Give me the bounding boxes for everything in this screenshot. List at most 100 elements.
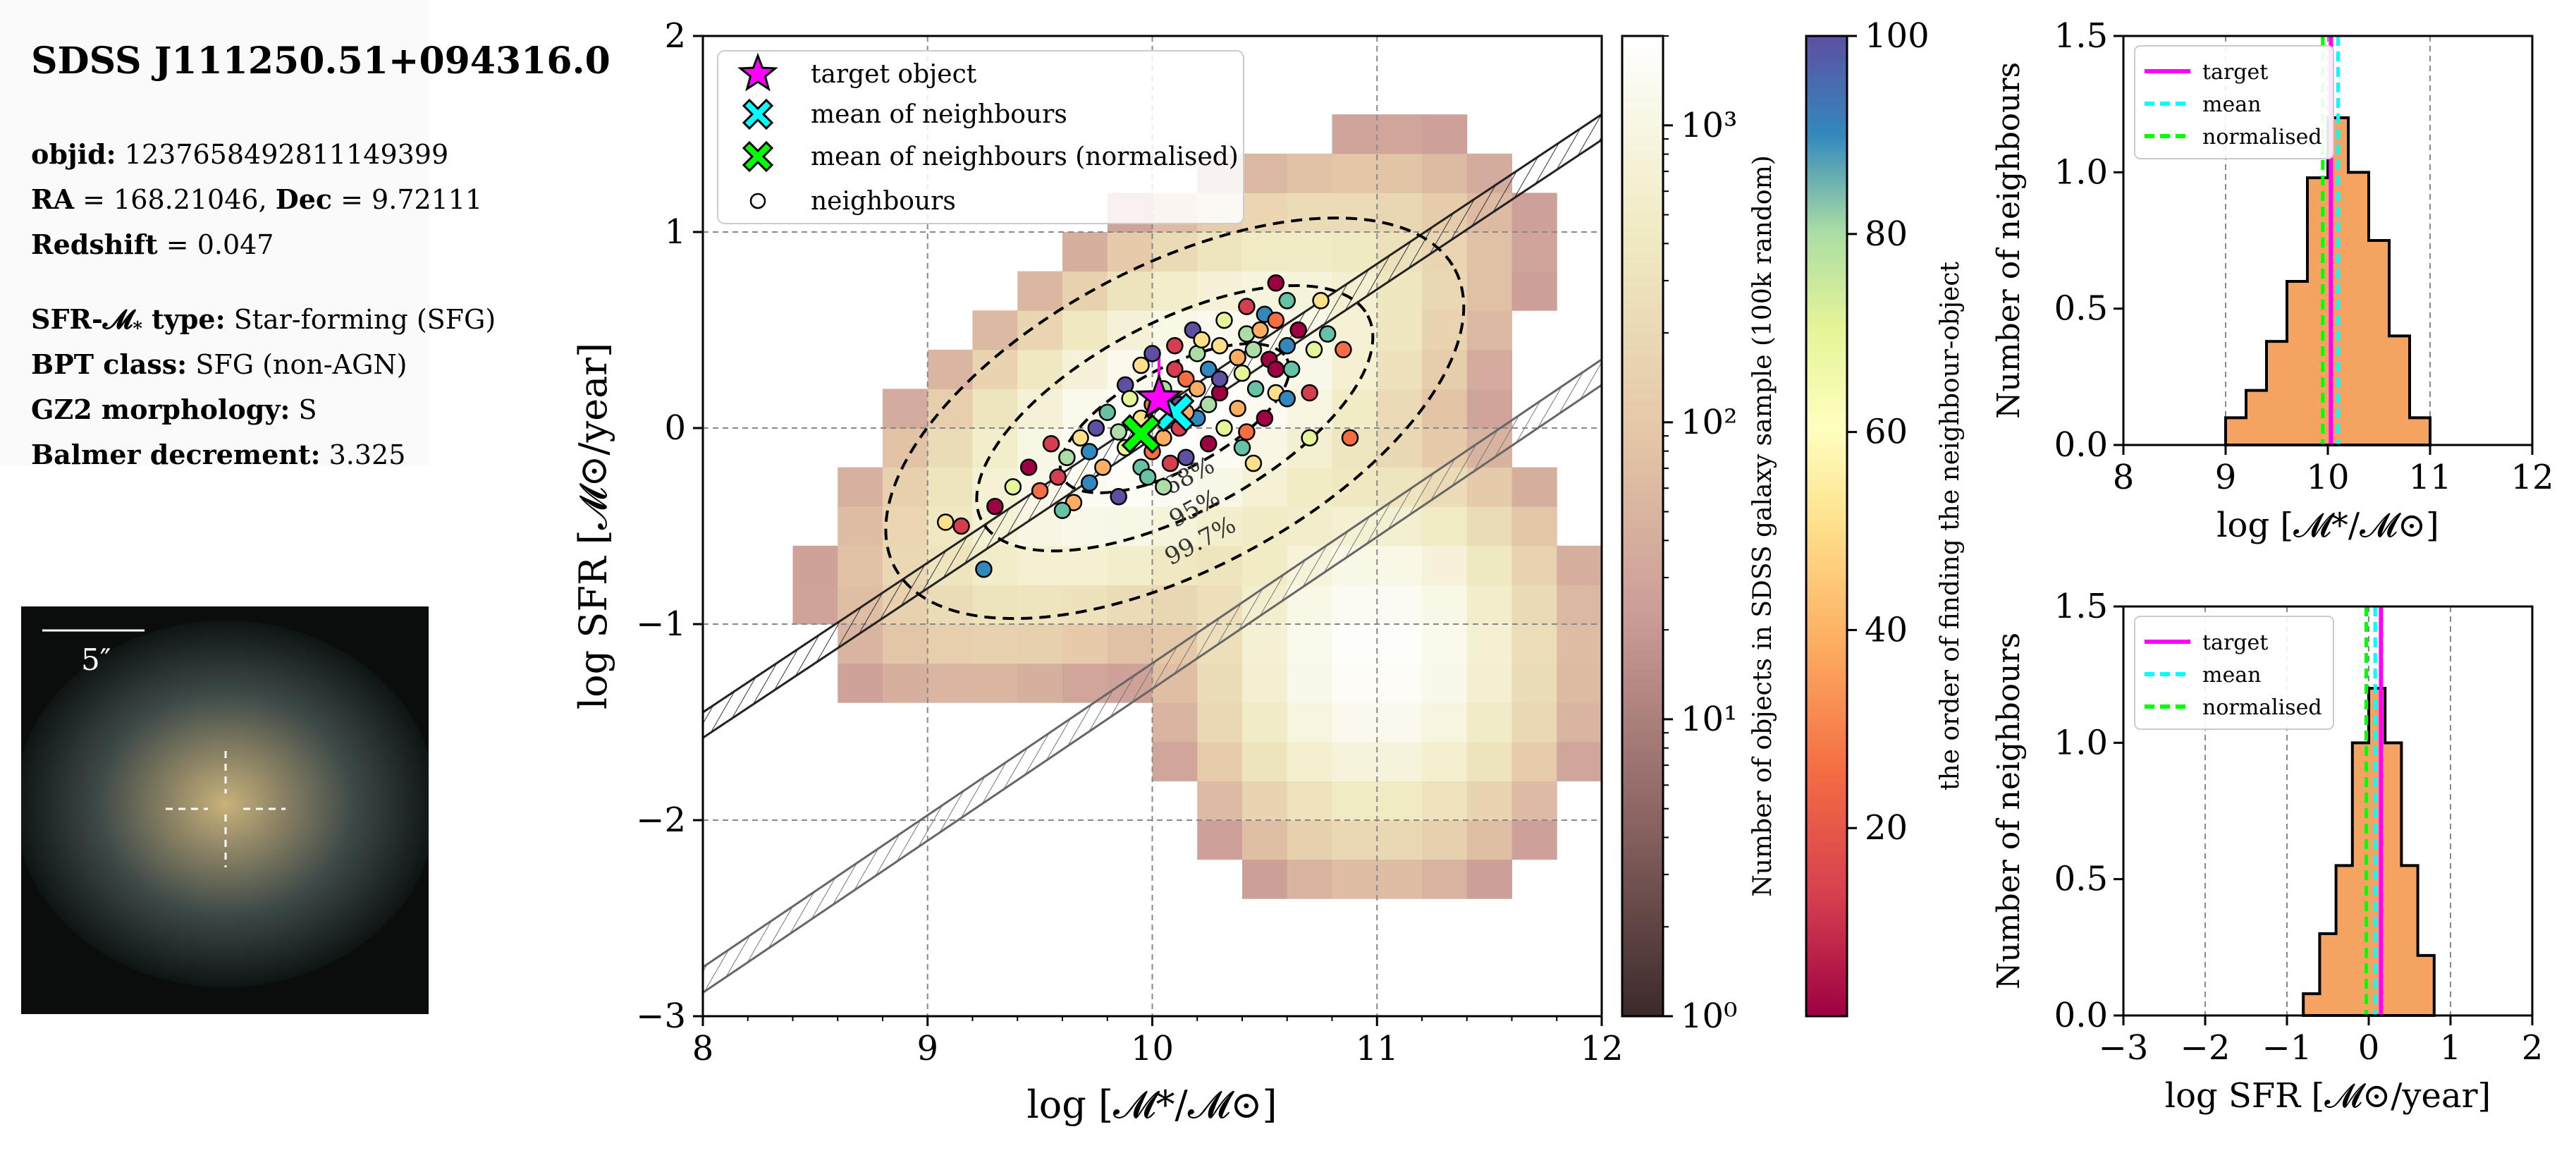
neighbour-point — [1233, 364, 1251, 382]
hist-legend-entry: target — [2202, 630, 2268, 655]
legend-neighbours-icon — [749, 193, 766, 209]
confidence-ellipse — [884, 216, 1466, 621]
neighbour-point — [1139, 468, 1157, 486]
coords-line: RA = 168.21046, Dec = 9.72111 — [31, 183, 483, 215]
neighbour-point — [1199, 360, 1218, 378]
neighbour-point — [1031, 482, 1049, 500]
main-ytick-label: −2 — [636, 800, 686, 840]
sfr-type-line: SFR-𝓜* type: Star-forming (SFG) — [31, 303, 496, 340]
order-cb-tick-label: 100 — [1865, 16, 1930, 56]
neighbour-point — [1053, 501, 1072, 520]
legend-mean-icon — [742, 98, 774, 130]
neighbour-point — [1278, 390, 1296, 408]
gz2-line: GZ2 morphology: S — [31, 394, 317, 425]
main-ytick-label: −1 — [636, 604, 686, 644]
neighbour-point — [1335, 341, 1352, 359]
confidence-ellipses — [884, 216, 1466, 621]
neighbour-point — [1215, 311, 1233, 329]
legend-entry: neighbours — [811, 187, 956, 216]
neighbour-point — [1049, 468, 1067, 486]
hist-legend-entry: mean — [2202, 92, 2261, 117]
neighbour-point — [1110, 423, 1127, 441]
density-colorbar-label: Number of objects in SDSS galaxy sample … — [1748, 155, 1777, 897]
hist-xlabel: log [𝓜*/𝓜⊙] — [2216, 506, 2439, 545]
neighbour-points — [937, 274, 1359, 578]
legend-entry: mean of neighbours — [811, 100, 1067, 129]
main-xtick-label: 8 — [692, 1029, 714, 1068]
hist-xtick-label: 11 — [2408, 458, 2451, 497]
neighbour-point — [1229, 348, 1246, 367]
neighbour-point — [1132, 356, 1150, 374]
neighbour-point — [1199, 434, 1218, 453]
main-xtick-label: 11 — [1356, 1029, 1399, 1068]
hist-legend-entry: target — [2202, 60, 2268, 85]
legend-entry: target object — [811, 60, 977, 89]
neighbour-point — [1210, 336, 1229, 355]
main-legend: target object mean of neighbours mean of n… — [717, 50, 1244, 224]
scale-bar-label: 5″ — [81, 642, 111, 677]
neighbour-point — [1278, 336, 1296, 355]
neighbour-point — [1301, 384, 1318, 402]
histogram-bars — [2302, 687, 2436, 1017]
neighbour-point — [1166, 336, 1184, 355]
galaxy-image — [21, 621, 429, 987]
neighbour-point — [1004, 478, 1022, 496]
neighbour-point — [1155, 478, 1172, 496]
order-colorbar: 20 40 60 80 100 the order of finding the nei… — [1805, 16, 1965, 1018]
confidence-ellipse — [1058, 342, 1291, 494]
order-cb-tick-label: 60 — [1865, 413, 1908, 452]
neighbour-point — [1081, 474, 1098, 492]
hist-xtick-label: 8 — [2113, 458, 2135, 497]
order-cb-tick-label: 40 — [1865, 610, 1908, 649]
object-title: SDSS J111250.51+094316.0 — [31, 39, 611, 83]
hist-xtick-label: 2 — [2522, 1028, 2544, 1068]
neighbour-point — [1087, 419, 1105, 437]
hist-ytick-label: 1.0 — [2054, 152, 2108, 192]
main-ytick-label: 0 — [664, 408, 686, 448]
order-cb-tick-label: 20 — [1865, 808, 1908, 848]
neighbour-point — [1072, 429, 1089, 447]
hist-ylabel: Number of neighbours — [1991, 633, 2027, 989]
neighbour-point — [1341, 429, 1359, 447]
hist-xtick-label: 0 — [2358, 1028, 2380, 1068]
histogram-bars — [2224, 116, 2431, 446]
neighbour-point — [937, 513, 955, 531]
neighbour-point — [1229, 399, 1246, 417]
neighbour-point — [1318, 325, 1337, 343]
hist-xtick-label: 10 — [2306, 458, 2349, 497]
hist-legend-box — [2134, 616, 2334, 730]
neighbour-point — [1238, 423, 1256, 441]
neighbour-point — [1215, 419, 1233, 437]
neighbour-point — [1244, 341, 1263, 359]
hist-xtick-label: 12 — [2510, 458, 2553, 497]
density-cb-tick-label: 10¹ — [1681, 700, 1737, 739]
hist-legend-entry: normalised — [2202, 695, 2322, 720]
neighbour-point — [1210, 370, 1229, 388]
density-colorbar: 10⁰ 10¹ 10² 10³ Number of objects in SDSS g… — [1621, 35, 1777, 1036]
hist-ytick-label: 1.5 — [2054, 587, 2108, 626]
neighbour-point — [1278, 292, 1296, 310]
main-ylabel: log SFR [𝓜⊙/year] — [571, 343, 615, 709]
sfr-histogram-panel: −3 −2 −1 0 1 2 0.0 0.5 1.0 1.5 log SFR [𝓜⊙/year] Nu… — [1991, 587, 2543, 1116]
neighbour-point — [1282, 360, 1301, 378]
main-xtick-label: 12 — [1580, 1029, 1623, 1068]
legend-entry: mean of neighbours (normalised) — [811, 142, 1239, 171]
main-ytick-label: 2 — [664, 16, 686, 56]
main-ytick-label: 1 — [664, 212, 686, 252]
main-xtick-label: 9 — [916, 1029, 938, 1068]
hist-ytick-label: 0.0 — [2054, 996, 2108, 1035]
neighbour-point — [1301, 429, 1318, 447]
neighbour-point — [1256, 409, 1274, 427]
hist-ytick-label: 0.0 — [2054, 425, 2108, 465]
hist-ylabel: Number of neighbours — [1991, 62, 2027, 419]
hist-frame — [2122, 605, 2534, 1017]
objid-line: objid: 1237658492811149399 — [31, 138, 449, 170]
neighbour-point — [1267, 360, 1285, 378]
neighbour-point — [1143, 345, 1161, 362]
balmer-line: Balmer decrement: 3.325 — [31, 439, 406, 470]
hist-legend-entry: mean — [2202, 663, 2261, 688]
neighbour-point — [1233, 439, 1251, 457]
neighbour-point — [1121, 390, 1139, 408]
redshift-line: Redshift = 0.047 — [31, 228, 274, 260]
